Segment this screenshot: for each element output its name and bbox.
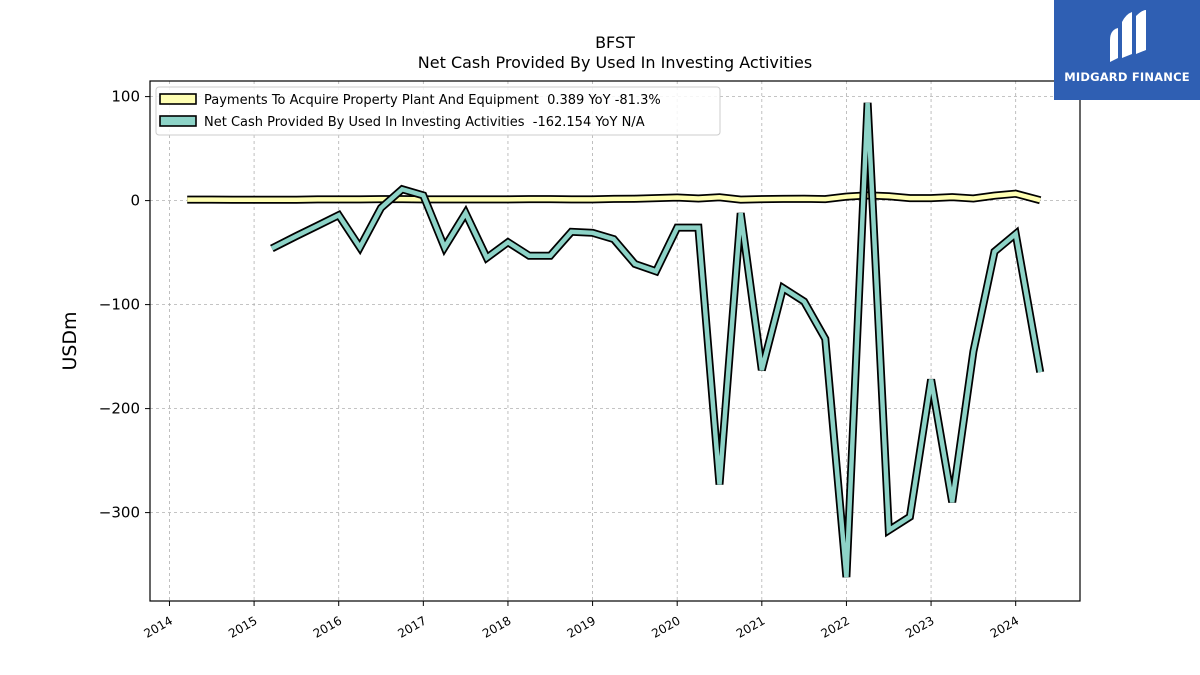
x-tick-label: 2016 [311,613,344,640]
y-tick-label: −200 [99,400,140,418]
y-tick-label: −100 [99,296,140,314]
legend-box [155,86,721,136]
x-tick-label: 2022 [818,613,851,640]
series-lines [187,102,1045,578]
x-axis: 2014 2015 2016 2017 2018 2019 2020 2021 2022 2023… [142,601,1021,641]
grid [150,81,1080,601]
logo-mark-icon [1110,10,1146,62]
chart-title: BFST [595,33,635,52]
legend-swatch-ppe [159,93,197,105]
logo-text: MIDGARD FINANCE [1064,70,1190,84]
legend-label-ppe: Payments To Acquire Property Plant And E… [204,93,661,108]
legend-swatch-net-cash [159,115,197,127]
x-tick-label: 2018 [480,613,513,640]
y-tick-label: 100 [111,88,140,106]
series-line-net-cash-fill [270,102,1043,578]
x-tick-label: 2015 [226,613,259,640]
x-tick-label: 2023 [903,613,936,640]
plot-frame [149,80,1081,602]
y-tick-label: −300 [99,504,140,522]
y-axis-label: USDm [59,311,81,370]
y-tick-label: 0 [130,192,140,210]
series-line-net-cash-outline [270,102,1045,578]
x-tick-label: 2021 [734,613,767,640]
x-tick-label: 2024 [988,613,1021,640]
y-axis: 100 0 −100 −200 −300 [99,88,150,522]
x-tick-label: 2020 [649,613,682,640]
series-line-ppe [187,189,1042,205]
legend: Payments To Acquire Property Plant And E… [155,86,721,136]
x-tick-label: 2019 [565,613,598,640]
x-tick-label: 2017 [395,613,428,640]
legend-label-net-cash: Net Cash Provided By Used In Investing A… [204,115,645,130]
midgard-finance-logo: MIDGARD FINANCE [1054,0,1200,100]
series-line-ppe-fill [187,191,1041,203]
series-line-net-cash [270,102,1045,578]
x-tick-label: 2014 [142,613,175,640]
chart-subtitle: Net Cash Provided By Used In Investing A… [418,53,812,72]
